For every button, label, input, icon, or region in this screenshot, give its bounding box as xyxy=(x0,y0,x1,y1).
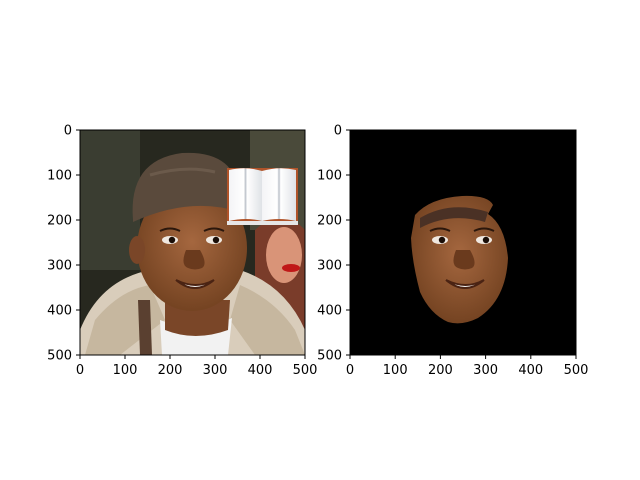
y-tick-label: 400 xyxy=(47,304,72,319)
x-tick-label: 100 xyxy=(113,363,138,378)
x-tick-label: 0 xyxy=(76,363,84,378)
mask-panel xyxy=(349,129,577,356)
x-tick-label: 200 xyxy=(158,363,183,378)
y-tick-label: 300 xyxy=(317,259,342,274)
x-tick-label: 0 xyxy=(346,363,354,378)
photo-image xyxy=(80,130,305,355)
y-tick-label: 400 xyxy=(317,304,342,319)
photo-panel xyxy=(79,129,306,356)
x-tick-label: 100 xyxy=(383,363,408,378)
axes-ticks: 0 100 200 300 400 500 0 100 200 300 400 500 0 100 200 3… xyxy=(47,124,588,379)
x-tick-label: 400 xyxy=(248,363,273,378)
x-tick-label: 500 xyxy=(564,363,589,378)
y-tick-label: 300 xyxy=(47,259,72,274)
x-tick-label: 300 xyxy=(473,363,498,378)
y-tick-label: 200 xyxy=(47,214,72,229)
mask-image xyxy=(350,130,576,355)
y-tick-label: 500 xyxy=(317,349,342,364)
y-tick-label: 100 xyxy=(317,169,342,184)
y-tick-label: 0 xyxy=(64,124,72,139)
x-tick-label: 400 xyxy=(518,363,543,378)
x-tick-label: 300 xyxy=(203,363,228,378)
x-tick-label: 200 xyxy=(428,363,453,378)
y-tick-label: 100 xyxy=(47,169,72,184)
y-tick-label: 500 xyxy=(47,349,72,364)
y-tick-label: 0 xyxy=(334,124,342,139)
x-tick-label: 500 xyxy=(293,363,318,378)
y-tick-label: 200 xyxy=(317,214,342,229)
